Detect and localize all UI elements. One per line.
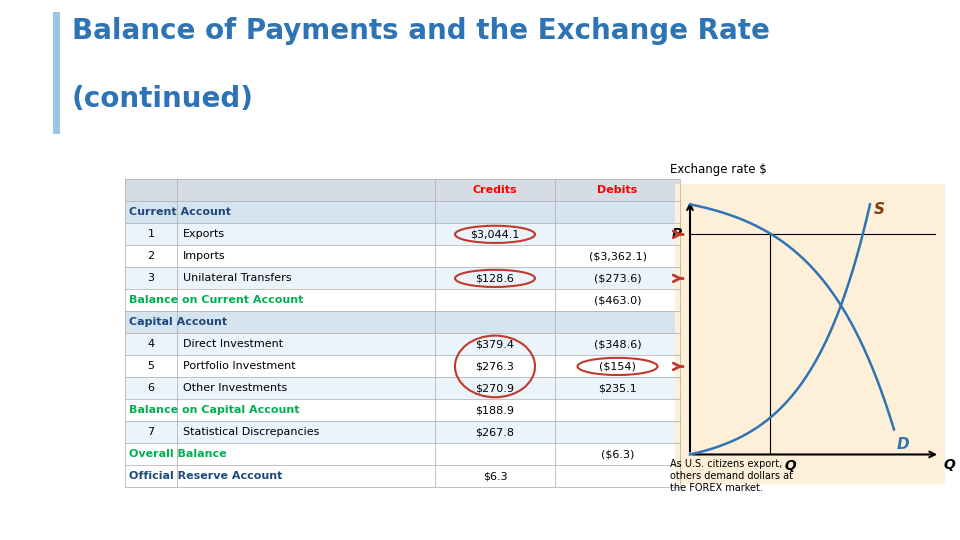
Text: Exchange rate $: Exchange rate $ (670, 163, 767, 176)
Bar (125, 179, 680, 201)
Text: P: P (672, 227, 682, 241)
Text: Credits: Credits (472, 185, 517, 195)
Text: ($6.3): ($6.3) (601, 449, 635, 460)
Text: 2: 2 (148, 251, 155, 261)
Bar (125, 267, 680, 289)
Bar (125, 224, 680, 245)
Text: Debits: Debits (597, 185, 637, 195)
Text: D: D (897, 437, 910, 453)
Text: $188.9: $188.9 (475, 406, 515, 415)
Text: $6.3: $6.3 (483, 471, 507, 482)
Text: $128.6: $128.6 (475, 273, 515, 284)
Bar (125, 201, 680, 224)
Text: Current Account: Current Account (129, 207, 231, 217)
Text: © McGraw-Hill Inc.: © McGraw-Hill Inc. (852, 525, 931, 535)
Text: Other Investments: Other Investments (183, 383, 287, 394)
Text: $267.8: $267.8 (475, 428, 515, 437)
Bar (53, 12, 60, 134)
Text: $3,044.1: $3,044.1 (470, 230, 519, 239)
Text: $270.9: $270.9 (475, 383, 515, 394)
Text: 20: 20 (918, 510, 931, 520)
Text: others demand dollars at: others demand dollars at (670, 471, 793, 482)
Text: Imports: Imports (183, 251, 226, 261)
Text: ($273.6): ($273.6) (593, 273, 641, 284)
Text: Unilateral Transfers: Unilateral Transfers (183, 273, 292, 284)
Text: Official Reserve Account: Official Reserve Account (129, 471, 282, 482)
Text: Kuwait University - College of Business Administration: Kuwait University - College of Business … (338, 515, 622, 525)
Bar (675, 184, 945, 484)
Text: S: S (874, 202, 885, 217)
Text: (continued): (continued) (72, 85, 254, 112)
Text: ($348.6): ($348.6) (593, 340, 641, 349)
Text: 6: 6 (148, 383, 155, 394)
Text: 1: 1 (148, 230, 155, 239)
Text: ($463.0): ($463.0) (593, 295, 641, 306)
Bar (125, 312, 680, 333)
Text: Q: Q (780, 460, 797, 474)
Text: Balance on Current Account: Balance on Current Account (129, 295, 303, 306)
Text: $276.3: $276.3 (475, 361, 515, 372)
Text: 4: 4 (148, 340, 155, 349)
Text: $379.4: $379.4 (475, 340, 515, 349)
Text: Exports: Exports (183, 230, 226, 239)
Text: $235.1: $235.1 (598, 383, 636, 394)
Bar (125, 421, 680, 443)
Text: Portfolio Investment: Portfolio Investment (183, 361, 296, 372)
Text: Direct Investment: Direct Investment (183, 340, 283, 349)
Text: As U.S. citizens export,: As U.S. citizens export, (670, 460, 782, 469)
Text: Statistical Discrepancies: Statistical Discrepancies (183, 428, 320, 437)
Text: Balance on Capital Account: Balance on Capital Account (129, 406, 300, 415)
Text: ($154): ($154) (599, 361, 636, 372)
Text: 5: 5 (148, 361, 155, 372)
Bar (125, 333, 680, 355)
Text: Dr. Yaqoub Alabdullah: Dr. Yaqoub Alabdullah (19, 515, 133, 525)
Text: 7: 7 (148, 428, 155, 437)
Text: Q: Q (944, 458, 956, 472)
Bar (125, 377, 680, 400)
Text: Overall Balance: Overall Balance (129, 449, 227, 460)
Text: the FOREX market.: the FOREX market. (670, 483, 763, 494)
Text: Capital Account: Capital Account (129, 318, 228, 327)
Text: ($3,362.1): ($3,362.1) (588, 251, 646, 261)
Text: 3: 3 (148, 273, 155, 284)
Text: Balance of Payments and the Exchange Rate: Balance of Payments and the Exchange Rat… (72, 17, 770, 45)
